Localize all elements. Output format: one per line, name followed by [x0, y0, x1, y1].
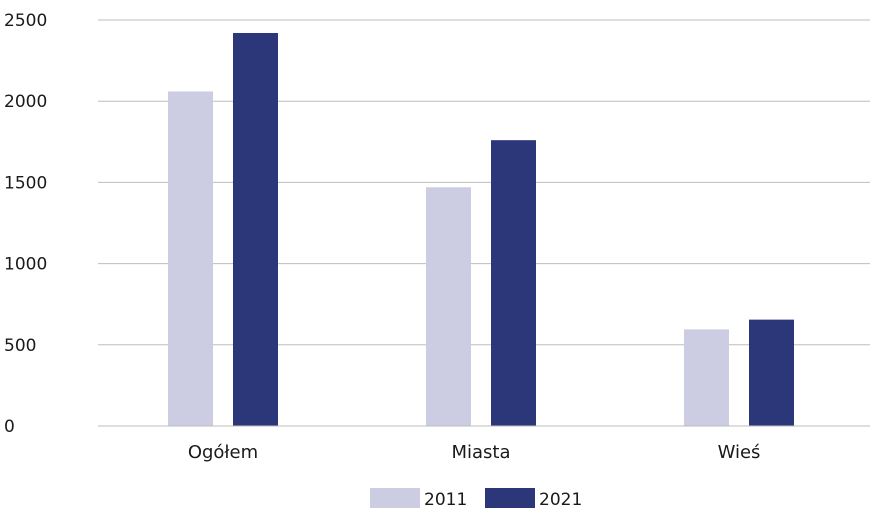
legend-label: 2021 [539, 490, 582, 509]
x-category-label: Ogółem [188, 442, 258, 463]
legend: 2011 2021 [370, 488, 582, 509]
gridlines [98, 19, 870, 346]
bar-2021-2 [749, 319, 794, 426]
y-tick-label: 2500 [4, 11, 47, 31]
legend-item-2011: 2011 [370, 488, 467, 509]
bar-2011-2 [684, 329, 729, 426]
legend-swatch [370, 488, 420, 508]
x-category-label: Miasta [451, 442, 510, 463]
y-axis-tick-labels: 0 500 1000 1500 2000 2500 [4, 11, 47, 437]
legend-label: 2011 [424, 490, 467, 509]
legend-item-2021: 2021 [485, 488, 582, 509]
x-axis-category-labels: Ogółem Miasta Wieś [188, 442, 761, 463]
legend-swatch [485, 488, 535, 508]
y-tick-label: 0 [4, 417, 15, 437]
bars [168, 32, 794, 427]
y-tick-label: 500 [4, 336, 36, 356]
x-category-label: Wieś [718, 442, 761, 463]
y-tick-label: 1500 [4, 173, 47, 193]
bar-2011-0 [168, 91, 213, 427]
y-tick-label: 1000 [4, 255, 47, 275]
bar-2021-1 [491, 140, 536, 426]
bar-2011-1 [426, 187, 471, 426]
bar-2021-0 [233, 32, 278, 426]
y-tick-label: 2000 [4, 92, 47, 112]
